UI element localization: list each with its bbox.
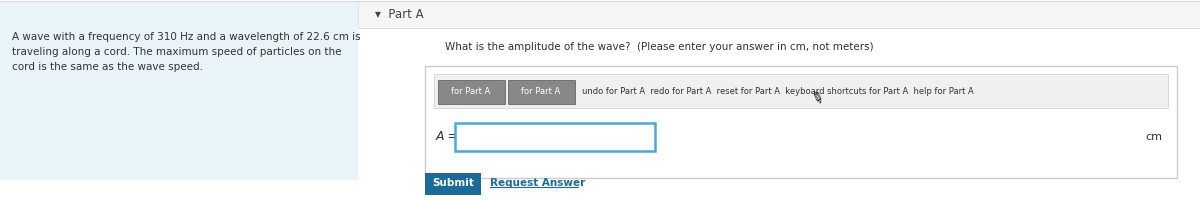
FancyBboxPatch shape <box>434 74 1168 108</box>
Text: cm: cm <box>1145 132 1162 142</box>
FancyBboxPatch shape <box>508 80 575 104</box>
Text: undo for Part A  redo for Part A  reset for Part A  keyboard shortcuts for Part : undo for Part A redo for Part A reset fo… <box>582 88 973 97</box>
FancyBboxPatch shape <box>438 80 505 104</box>
Text: for Part A: for Part A <box>451 88 491 97</box>
FancyBboxPatch shape <box>0 2 358 180</box>
FancyBboxPatch shape <box>358 1 1200 28</box>
Text: A =: A = <box>436 130 458 144</box>
Text: What is the amplitude of the wave?  (Please enter your answer in cm, not meters): What is the amplitude of the wave? (Plea… <box>445 42 874 52</box>
Text: A wave with a frequency of 310 Hz and a wavelength of 22.6 cm is
traveling along: A wave with a frequency of 310 Hz and a … <box>12 32 361 72</box>
FancyBboxPatch shape <box>455 123 655 151</box>
FancyBboxPatch shape <box>425 173 481 195</box>
Text: for Part A: for Part A <box>521 88 560 97</box>
Text: ▾  Part A: ▾ Part A <box>374 7 424 21</box>
FancyBboxPatch shape <box>425 66 1177 178</box>
Text: Submit: Submit <box>432 178 474 188</box>
Text: ✎: ✎ <box>808 90 826 108</box>
Text: Request Answer: Request Answer <box>490 178 586 188</box>
